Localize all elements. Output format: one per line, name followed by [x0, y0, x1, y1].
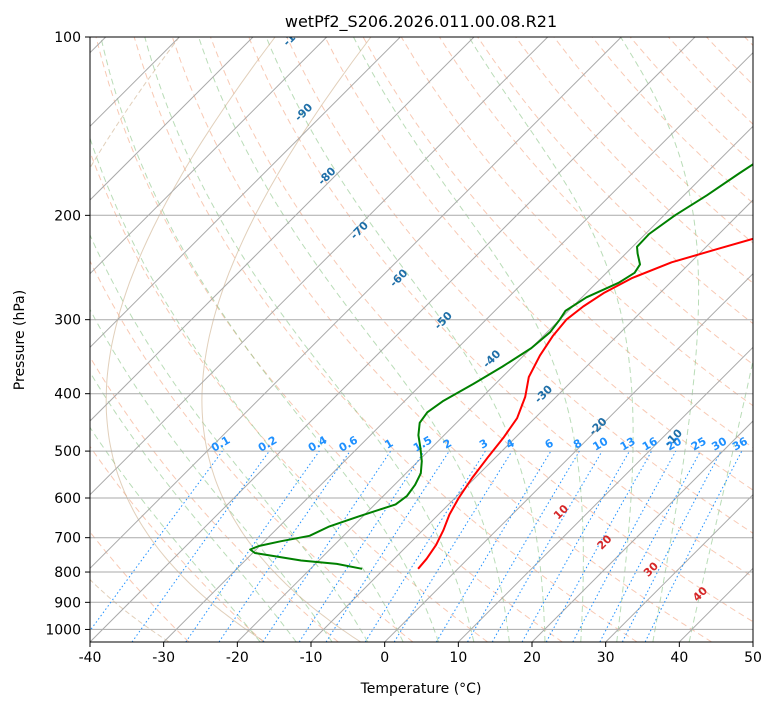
moist-adiabat [100, 37, 439, 642]
dry-adiabat [171, 37, 712, 642]
mixing-ratio-line [131, 450, 270, 642]
y-tick-label: 200 [54, 208, 81, 224]
moist-adiabat [620, 37, 700, 642]
isotherm [605, 493, 753, 642]
isotherm [90, 37, 549, 496]
mixing-ratio-line [262, 450, 392, 642]
moist-adiabat [90, 233, 369, 642]
isotherm [90, 37, 328, 275]
mixing-ratio-line [325, 450, 450, 642]
reference-curve [105, 37, 276, 642]
temperature-profile [417, 237, 753, 570]
isotherm [90, 37, 254, 201]
x-tick-label: -10 [300, 650, 323, 666]
dry-adiabat [90, 259, 414, 642]
x-tick-label: -30 [152, 650, 175, 666]
moist-adiabat [353, 37, 584, 642]
mixing-ratio-line [298, 450, 425, 642]
mixing-ratio-line [644, 450, 743, 642]
y-tick-label: 400 [54, 387, 81, 403]
dewpoint-profile [249, 163, 753, 570]
y-tick-label: 100 [54, 30, 81, 46]
isotherm [236, 125, 753, 642]
plot-frame [89, 36, 754, 643]
mixing-ratio-line [90, 450, 223, 632]
isotherm [310, 199, 753, 642]
moist-adiabat [198, 37, 510, 642]
x-axis-title: Temperature (°C) [360, 681, 482, 697]
y-tick-label: 700 [54, 531, 81, 547]
moist-adiabat [144, 37, 475, 642]
y-tick-label: 600 [54, 491, 81, 507]
x-tick-label: 50 [744, 650, 762, 666]
dry-adiabat [324, 37, 753, 491]
dry-adiabat [90, 356, 339, 642]
dry-adiabat [515, 37, 753, 284]
y-tick-label: 500 [54, 444, 81, 460]
x-tick-label: 30 [597, 650, 615, 666]
moist-adiabat [90, 136, 404, 642]
axes: -40 -30 -20 -10 0 10 20 30 40 50 100 200 300 400 500 60… [45, 30, 762, 666]
dry-adiabat-label: -100 [280, 20, 309, 49]
dry-adiabat [133, 37, 638, 642]
moist-adiabat [688, 358, 753, 642]
dry-adiabat [286, 37, 753, 534]
mixing-ratio-line [185, 450, 320, 642]
isotherm [90, 37, 622, 570]
moist-adiabat [90, 308, 333, 642]
y-tick-label: 1000 [45, 622, 81, 638]
mixing-ratio-line [393, 450, 513, 642]
mixing-ratio-line [218, 450, 351, 642]
mixing-ratio-line [521, 450, 630, 642]
isotherm [384, 272, 753, 642]
plot-area: 0.10.20.40.611.52346810131620253036-100-… [90, 20, 753, 642]
dry-adiabat [210, 37, 753, 623]
moist-adiabat [90, 426, 261, 642]
x-tick-label: -40 [79, 650, 102, 666]
dry-adiabat [95, 37, 563, 642]
isotherm [457, 346, 753, 642]
x-tick-label: 10 [449, 650, 467, 666]
mixing-ratio-line [572, 450, 677, 642]
x-tick-label: 0 [380, 650, 389, 666]
y-tick-label: 900 [54, 595, 81, 611]
mixing-ratio-line [545, 450, 653, 642]
isotherm [90, 37, 401, 349]
isotherm [90, 37, 696, 642]
x-tick-label: 20 [523, 650, 541, 666]
moist-adiabat [90, 371, 297, 642]
isotherm [531, 420, 753, 642]
y-axis-title: Pressure (hPa) [12, 290, 28, 390]
chart-title: wetPf2_S206.2026.011.00.08.R21 [285, 12, 557, 32]
dry-adiabat [90, 445, 264, 642]
y-tick-label: 800 [54, 565, 81, 581]
x-tick-label: 40 [670, 650, 688, 666]
reference-curve [201, 37, 372, 642]
x-tick-label: -20 [226, 650, 249, 666]
isotherm [163, 51, 753, 642]
isotherm [90, 37, 475, 422]
moist-adiabat [265, 37, 546, 642]
y-tick-label: 300 [54, 313, 81, 329]
dry-adiabat [248, 37, 753, 578]
